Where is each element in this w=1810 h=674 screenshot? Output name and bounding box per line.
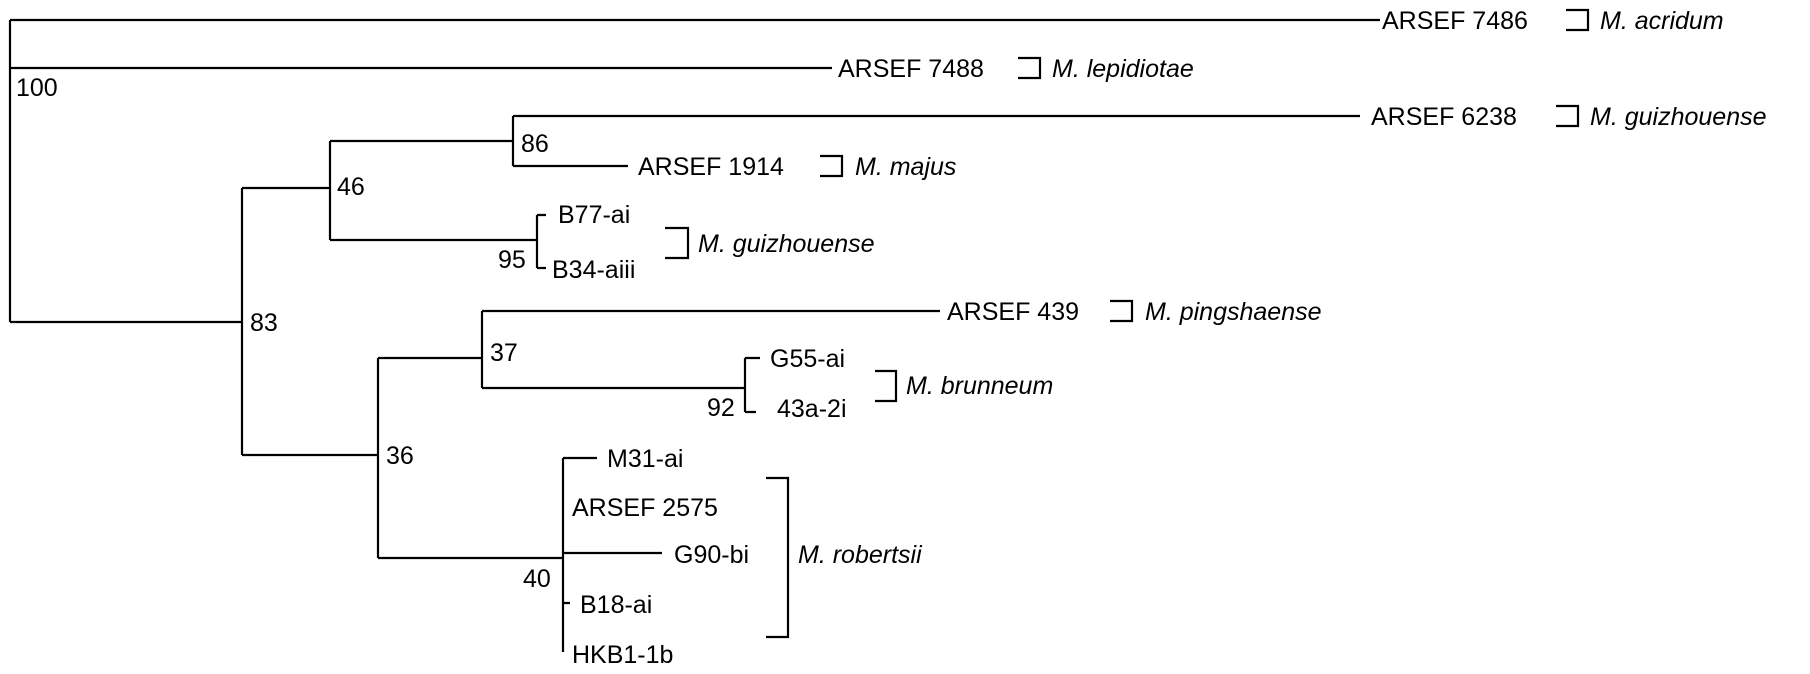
species-label-lepidiotae: M. lepidiotae [1052,55,1194,83]
taxon-label-arsef7486: ARSEF 7486 [1382,7,1528,35]
taxon-label-g55ai: G55-ai [770,345,845,373]
taxon-label-b34aiii: B34-aiii [552,256,635,284]
node-36-branches [376,356,563,560]
taxon-label-arsef7488: ARSEF 7488 [838,55,984,83]
species-label-majus: M. majus [855,153,956,181]
support-value-46: 46 [337,173,365,201]
taxon-label-m31ai: M31-ai [607,445,683,473]
taxon-label-arsef1914: ARSEF 1914 [638,153,784,181]
clade-label-guizhouense: M. guizhouense [698,230,875,258]
clade-label-brunneum: M. brunneum [906,372,1053,400]
species-label-acridum: M. acridum [1600,7,1724,35]
node-95-branches [535,213,546,270]
taxon-label-arsef6238: ARSEF 6238 [1371,103,1517,131]
root-branch [8,18,1380,324]
connector-arsef7488 [1018,56,1042,80]
taxon-label-b18ai: B18-ai [580,591,652,619]
taxon-label-b77ai: B77-ai [558,201,630,229]
connector-arsef1914 [820,154,844,178]
node-86-branches [511,114,1360,168]
taxon-label-43a2i: 43a-2i [777,395,847,423]
node-83-branches [240,186,378,457]
support-value-95: 95 [498,246,526,274]
species-label-pingshaense: M. pingshaense [1145,298,1322,326]
support-value-83: 83 [250,309,278,337]
support-value-root: 100 [16,74,58,102]
clade-label-robertsii: M. robertsii [798,541,923,569]
support-value-37: 37 [490,339,518,367]
node-37-branches [480,309,940,390]
support-value-36: 36 [386,442,414,470]
connector-arsef6238 [1556,104,1580,128]
taxon-label-hkb11b: HKB1-1b [572,641,673,669]
support-value-92: 92 [707,394,735,422]
support-value-86: 86 [521,130,549,158]
connector-arsef7486 [1566,8,1590,32]
bracket-brunneum [875,369,898,403]
species-label-guizhouense-1: M. guizhouense [1590,103,1767,131]
node-92-branches [743,356,760,414]
bracket-guizhouense [665,226,690,260]
bracket-robertsii [766,476,790,639]
taxon-label-arsef439: ARSEF 439 [947,298,1079,326]
support-value-40: 40 [523,565,551,593]
node-40-branches [561,456,662,652]
connector-arsef439 [1110,299,1134,323]
node-46-branches [328,139,537,242]
taxon-label-g90bi: G90-bi [674,541,749,569]
taxon-label-arsef2575: ARSEF 2575 [572,494,718,522]
